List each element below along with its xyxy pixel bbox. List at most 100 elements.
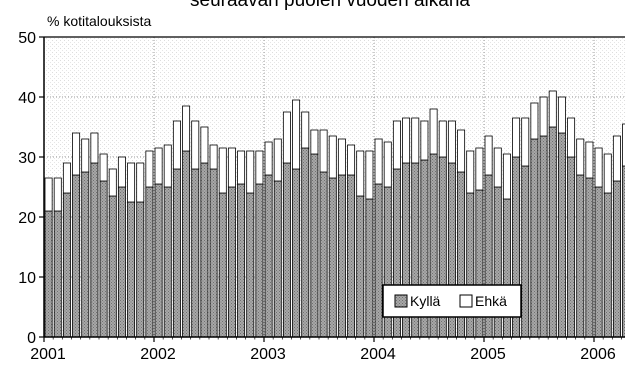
bar-kylla: [127, 201, 136, 338]
bar-ehka: [475, 147, 484, 191]
bar-kylla: [548, 126, 557, 338]
bar-kylla: [108, 195, 117, 338]
y-tick-label: 0: [27, 330, 36, 347]
bar-kylla: [209, 168, 218, 338]
bar-ehka: [603, 153, 612, 194]
bar-ehka: [62, 162, 71, 194]
bar-ehka: [117, 156, 126, 188]
bar-ehka: [81, 138, 90, 173]
bar-kylla: [365, 198, 374, 338]
bar-ehka: [567, 117, 576, 158]
x-tick-label: 2005: [470, 346, 506, 363]
y-tick-label: 10: [18, 270, 36, 287]
bar-ehka: [136, 162, 145, 203]
bar-ehka: [273, 138, 282, 182]
y-axis-unit-label: % kotitalouksista: [47, 13, 151, 29]
bar-ehka: [457, 129, 466, 173]
bar-ehka: [429, 108, 438, 155]
bar-ehka: [585, 141, 594, 179]
y-tick-label: 50: [18, 30, 36, 47]
bar-ehka: [319, 129, 328, 173]
bar-kylla: [557, 132, 566, 338]
y-tick-label: 40: [18, 90, 36, 107]
bar-kylla: [530, 138, 539, 338]
bar-ehka: [310, 129, 319, 155]
bar-kylla: [319, 171, 328, 338]
bar-ehka: [594, 147, 603, 188]
bar-ehka: [383, 141, 392, 188]
bar-kylla: [62, 192, 71, 338]
bar-kylla: [44, 210, 53, 338]
bar-kylla: [182, 150, 191, 338]
bar-ehka: [255, 150, 264, 185]
bar-ehka: [530, 102, 539, 140]
bar-kylla: [539, 135, 548, 338]
x-tick-label: 2006: [580, 346, 616, 363]
y-tick-label: 30: [18, 150, 36, 167]
bar-kylla: [521, 165, 530, 338]
bar-ehka: [282, 111, 291, 164]
bar-ehka: [622, 123, 625, 167]
bar-kylla: [117, 186, 126, 338]
bar-ehka: [447, 120, 456, 164]
bar-ehka: [356, 150, 365, 197]
bar-kylla: [264, 174, 273, 338]
bar-kylla: [603, 192, 612, 338]
bar-ehka: [576, 138, 585, 176]
bar-ehka: [292, 99, 301, 170]
bar-kylla: [255, 183, 264, 338]
bar-ehka: [466, 150, 475, 194]
bar-kylla: [145, 186, 154, 338]
bar-kylla: [237, 183, 246, 338]
bar-kylla: [622, 165, 625, 338]
bar-ehka: [438, 120, 447, 158]
bar-kylla: [585, 177, 594, 338]
bar-ehka: [227, 147, 236, 188]
bar-kylla: [90, 162, 99, 338]
bar-ehka: [484, 135, 493, 176]
bar-ehka: [218, 147, 227, 194]
bar-kylla: [154, 183, 163, 338]
bar-ehka: [493, 147, 502, 188]
bar-kylla: [273, 180, 282, 338]
bar-kylla: [191, 168, 200, 338]
bar-kylla: [218, 192, 227, 338]
bar-kylla: [163, 186, 172, 338]
bar-ehka: [53, 177, 62, 212]
bar-ehka: [301, 111, 310, 149]
bar-kylla: [337, 174, 346, 338]
bar-ehka: [200, 126, 209, 164]
bar-ehka: [127, 162, 136, 203]
bar-ehka: [548, 90, 557, 128]
bar-ehka: [154, 147, 163, 185]
bar-kylla: [576, 174, 585, 338]
bar-ehka: [557, 96, 566, 134]
bar-ehka: [402, 117, 411, 164]
bar-kylla: [81, 171, 90, 338]
x-tick-label: 2004: [360, 346, 396, 363]
bar-kylla: [301, 147, 310, 338]
legend-label-kylla: Kyllä: [410, 293, 441, 309]
bar-kylla: [282, 162, 291, 338]
bar-ehka: [191, 120, 200, 170]
bar-kylla: [136, 201, 145, 338]
bar-kylla: [99, 180, 108, 338]
bar-ehka: [90, 132, 99, 164]
legend-swatch-ehka: [459, 294, 473, 308]
bar-kylla: [310, 153, 319, 338]
bar-ehka: [420, 120, 429, 161]
bar-ehka: [237, 150, 246, 185]
bar-ehka: [246, 150, 255, 194]
bar-kylla: [72, 174, 81, 338]
bar-ehka: [108, 168, 117, 197]
bar-ehka: [337, 138, 346, 176]
bar-ehka: [512, 117, 521, 158]
bar-ehka: [172, 120, 181, 170]
bar-ehka: [539, 96, 548, 137]
bar-ehka: [72, 132, 81, 176]
bar-kylla: [374, 183, 383, 338]
bar-ehka: [145, 150, 154, 188]
bar-ehka: [44, 177, 53, 212]
bar-ehka: [163, 144, 172, 188]
